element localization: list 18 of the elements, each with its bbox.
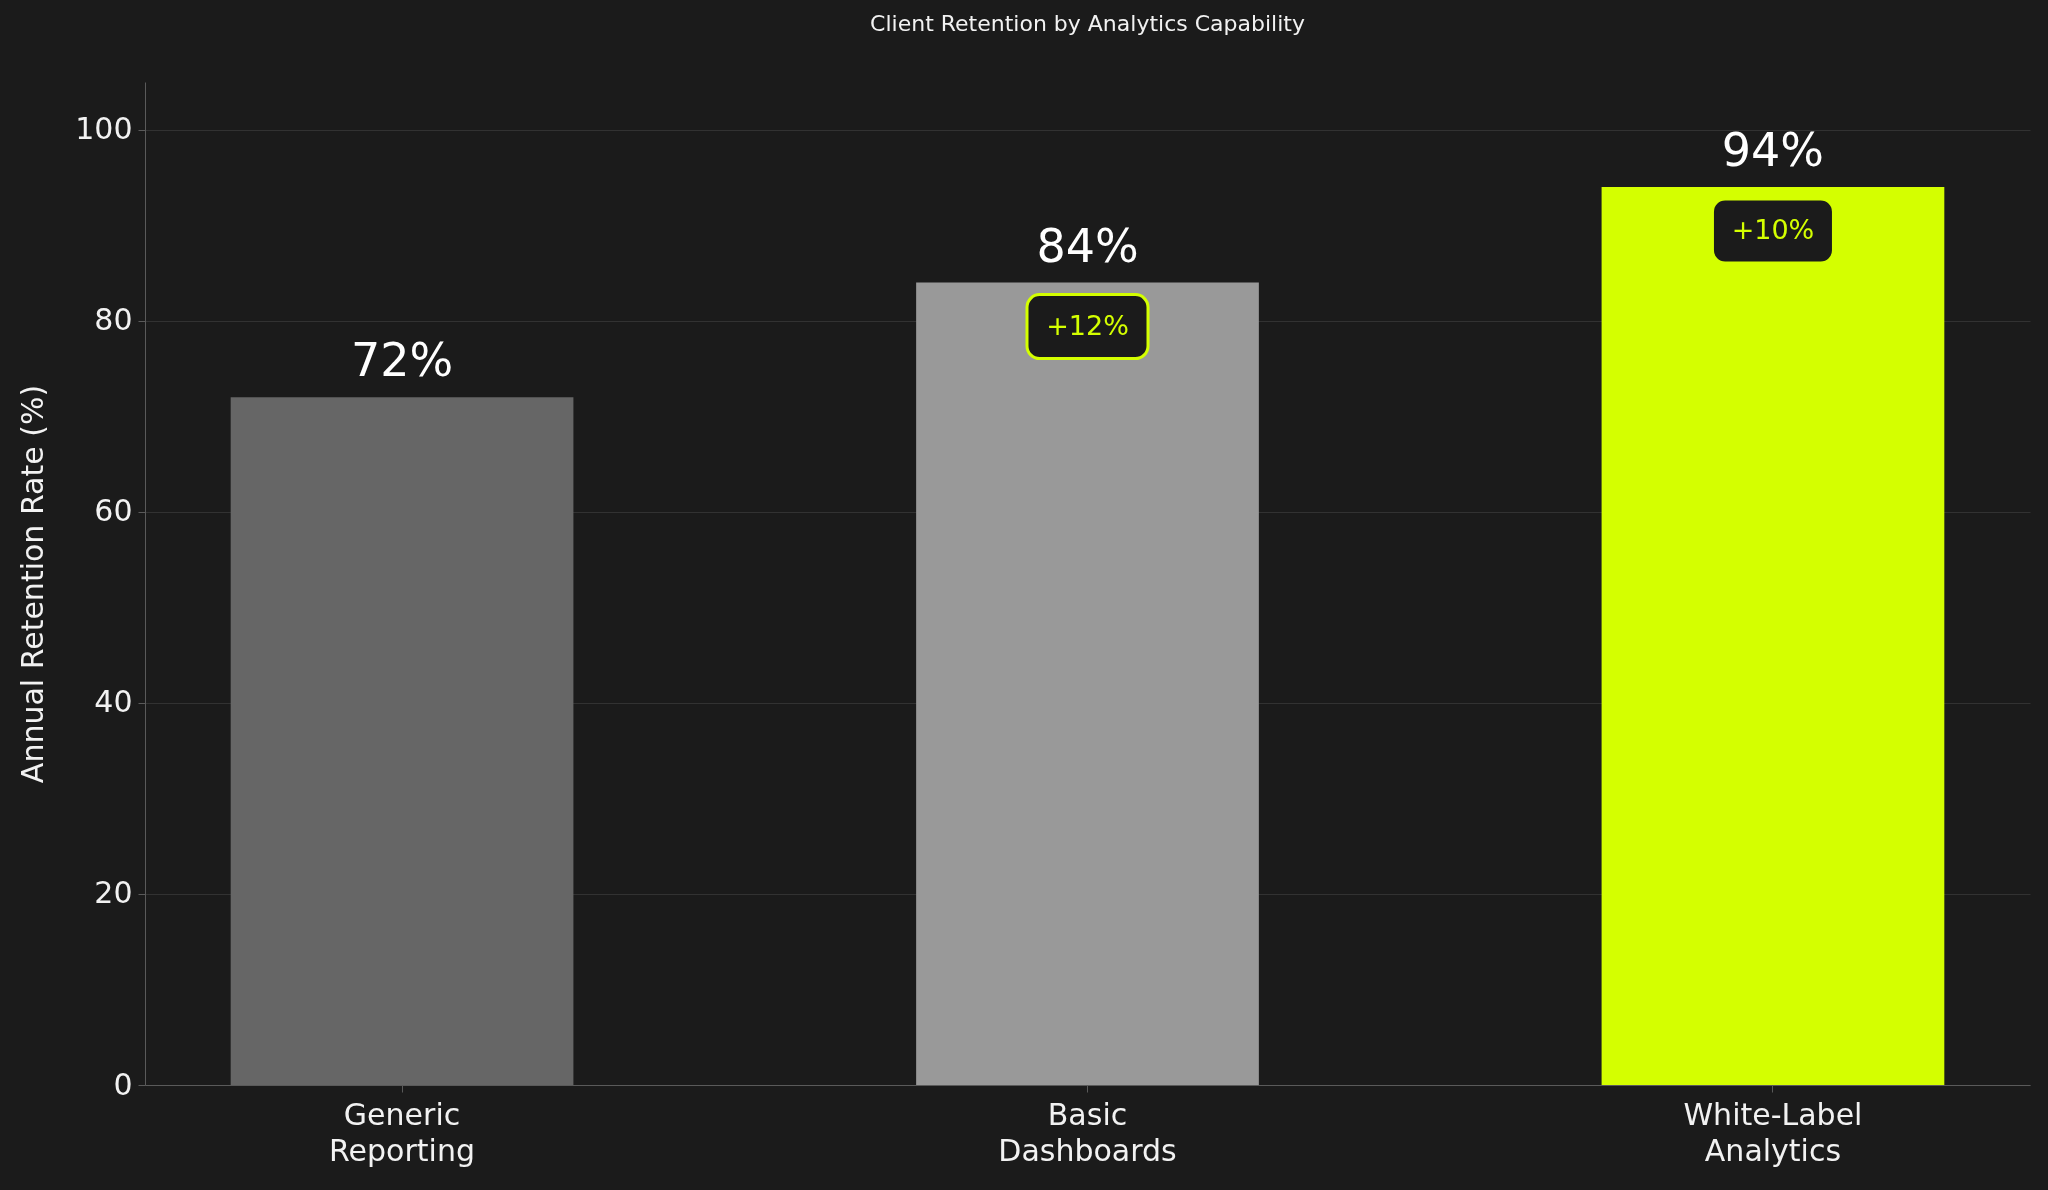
y-tick-label: 60 (94, 493, 133, 529)
y-tick-label: 20 (94, 875, 133, 911)
data-label: 72% (350, 333, 454, 388)
x-tick-label: White-Label Analytics (1683, 1096, 1863, 1168)
y-tick-label: 100 (75, 111, 133, 147)
y-tick-label: 80 (94, 302, 133, 338)
bar (916, 282, 1259, 1085)
x-tick-label: Generic Reporting (329, 1096, 475, 1168)
y-tick-label: 40 (94, 684, 133, 720)
x-tick-label: Basic Dashboards (998, 1096, 1177, 1168)
bar (1601, 187, 1945, 1085)
data-label: 84% (1036, 218, 1139, 273)
y-axis-title: Annual Retention Rate (%) (14, 384, 50, 784)
y-tick-label: 0 (113, 1066, 133, 1102)
chart-title: Client Retention by Analytics Capability (870, 11, 1305, 36)
annotation: +10% (1731, 214, 1815, 246)
data-label: 94% (1721, 123, 1825, 178)
annotation: +12% (1046, 309, 1129, 341)
